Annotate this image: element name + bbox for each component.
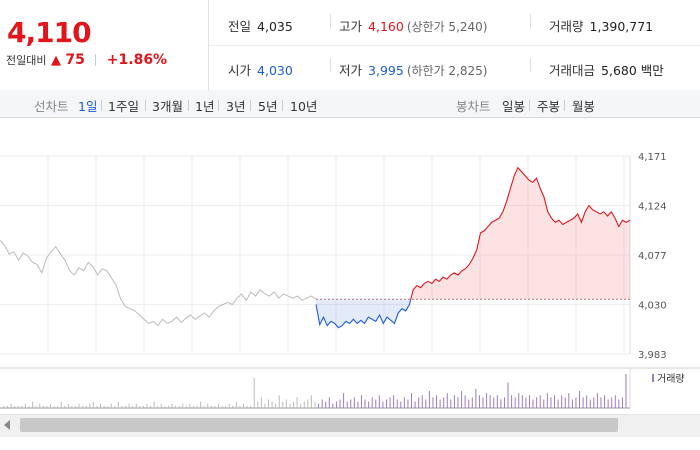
divider — [330, 14, 331, 28]
low-value: 3,995 — [368, 63, 404, 78]
period-tab-1y[interactable]: 1년 — [195, 99, 215, 114]
amount-value: 5,680 백만 — [601, 63, 664, 78]
candle-tab-weekly[interactable]: 주봉 — [537, 99, 561, 114]
divider — [209, 45, 700, 46]
period-tab-10y[interactable]: 10년 — [290, 99, 318, 114]
y-tick-label: 4,124 — [638, 202, 667, 213]
low-stat: 저가 3,995 (하한가 2,825) — [339, 60, 487, 79]
period-tab-3m[interactable]: 3개월 — [152, 99, 183, 114]
high-label: 고가 — [339, 19, 363, 34]
open-label: 시가 — [228, 63, 252, 78]
divider — [530, 14, 531, 28]
today-line — [410, 166, 631, 300]
period-tab-5y[interactable]: 5년 — [258, 99, 278, 114]
volume-legend-swatch — [652, 374, 654, 382]
chart-toolbar: 선차트 1일 1주일 3개월 1년 3년 5년 10년 봉차트 일봉 주봉 월봉 — [0, 90, 700, 118]
lower-limit: (하한가 2,825) — [406, 64, 488, 78]
today-area — [316, 299, 411, 328]
amount-label: 거래대금 — [549, 63, 596, 78]
divider — [250, 100, 251, 111]
period-tab-1d[interactable]: 1일 — [78, 99, 98, 114]
today-line — [315, 299, 412, 329]
current-price: 4,110 — [7, 16, 92, 49]
prev-day-line — [0, 239, 317, 327]
price-chart-svg: 4,171 4,124 4,077 4,030 3,983 거래량 — [0, 152, 700, 409]
divider — [282, 100, 283, 111]
divider — [530, 58, 531, 72]
divider — [529, 100, 530, 111]
high-stat: 고가 4,160 (상한가 5,240) — [339, 16, 487, 35]
today-area — [410, 167, 630, 300]
divider — [101, 100, 102, 111]
open-stat: 시가 4,030 — [228, 60, 293, 79]
low-label: 저가 — [339, 63, 363, 78]
divider — [95, 54, 97, 66]
volume-legend-label: 거래량 — [657, 373, 685, 385]
scroll-left-icon[interactable] — [4, 420, 10, 430]
prev-close-value: 4,035 — [257, 19, 293, 34]
y-tick-label: 4,030 — [638, 301, 667, 312]
line-chart-label: 선차트 — [34, 99, 69, 114]
period-tab-3y[interactable]: 3년 — [226, 99, 246, 114]
y-tick-label: 3,983 — [638, 350, 667, 361]
price-chart: 4,171 4,124 4,077 4,030 3,983 거래량 — [0, 140, 700, 409]
divider — [218, 100, 219, 111]
up-arrow-icon: ▲ — [50, 53, 61, 68]
prev-close-stat: 전일 4,035 — [228, 16, 293, 35]
divider — [564, 100, 565, 111]
change-value: 75 — [65, 52, 85, 68]
volume-stat: 거래량 1,390,771 — [549, 16, 653, 35]
divider — [188, 100, 189, 111]
candle-tab-daily[interactable]: 일봉 — [502, 99, 526, 114]
change-percent: +1.86% — [106, 52, 168, 68]
amount-stat: 거래대금 5,680 백만 — [549, 60, 664, 79]
divider — [145, 100, 146, 111]
period-tab-1w[interactable]: 1주일 — [108, 99, 139, 114]
prev-close-label: 전일 — [228, 19, 252, 34]
price-box: 4,110 전일대비 ▲ 75 +1.86% — [0, 0, 209, 90]
y-tick-label: 4,077 — [638, 251, 667, 262]
stock-summary: 4,110 전일대비 ▲ 75 +1.86% 전일 4,035 고가 4,160 (상… — [0, 0, 700, 91]
scroll-thumb[interactable] — [20, 418, 618, 432]
high-value: 4,160 — [368, 19, 404, 34]
candle-tab-monthly[interactable]: 월봉 — [572, 99, 596, 114]
candle-chart-label: 봉차트 — [456, 99, 491, 114]
change-label: 전일대비 — [6, 54, 47, 67]
volume-label: 거래량 — [549, 19, 584, 34]
change-row: 전일대비 ▲ 75 +1.86% — [6, 52, 167, 68]
chart-scrollbar[interactable] — [0, 414, 700, 437]
divider — [330, 58, 331, 72]
volume-value: 1,390,771 — [589, 19, 654, 34]
open-value: 4,030 — [257, 63, 293, 78]
y-tick-label: 4,171 — [638, 152, 667, 163]
upper-limit: (상한가 5,240) — [406, 20, 488, 34]
